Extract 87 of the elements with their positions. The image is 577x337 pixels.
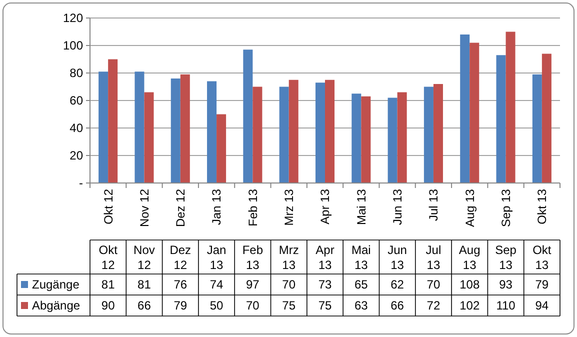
data-label: 110: [496, 298, 516, 313]
bar: [460, 34, 470, 183]
data-label: 63: [354, 298, 368, 313]
x-tick-label: Nov 12: [137, 188, 152, 228]
data-label: 102: [460, 298, 480, 313]
y-tick-label: 60: [70, 94, 84, 108]
bar: [506, 32, 516, 183]
data-label: 94: [535, 298, 549, 313]
category-label: Dez 12: [170, 243, 192, 272]
bar: [470, 42, 480, 183]
bar: [496, 55, 506, 183]
bar: [108, 59, 118, 183]
y-tick-label: 20: [70, 148, 84, 163]
category-label: Sep 13: [495, 243, 516, 272]
data-label: 70: [426, 278, 440, 292]
data-label: 79: [174, 298, 188, 313]
x-tick-label: Mrz 13: [282, 188, 296, 226]
y-tick-label: 120: [62, 11, 84, 26]
category-label: Mai 13: [351, 243, 371, 272]
y-tick-label: 80: [70, 66, 84, 80]
x-tick-label: Mai 13: [354, 188, 368, 226]
x-tick-label: Okt 12: [101, 188, 116, 224]
data-label: 81: [138, 278, 152, 292]
data-label: 72: [426, 298, 440, 313]
data-label: 70: [246, 298, 260, 313]
legend-label: Abgänge: [32, 298, 80, 313]
bar: [170, 78, 180, 183]
category-label: Okt 13: [532, 243, 552, 272]
category-label: Feb 13: [242, 243, 264, 272]
data-label: 70: [282, 278, 296, 292]
data-label: 65: [354, 278, 368, 292]
data-label: 62: [390, 278, 404, 292]
data-label: 66: [138, 298, 152, 313]
bar: [397, 92, 407, 183]
x-tick-label: Dez 12: [174, 188, 188, 228]
x-tick-label: Aug 13: [462, 188, 477, 228]
bar: [424, 86, 434, 183]
bar: [542, 54, 552, 183]
data-label: 75: [318, 298, 332, 313]
category-label: Okt 12: [98, 243, 118, 272]
x-tick-label: Apr 13: [318, 188, 332, 224]
data-label: 66: [390, 298, 404, 313]
y-tick-label: 40: [70, 121, 84, 136]
bar: [98, 72, 108, 183]
x-tick-label: Feb 13: [246, 188, 260, 226]
bar: [207, 81, 217, 183]
y-tick-label: 100: [62, 38, 84, 53]
bar: [243, 50, 253, 183]
data-label: 50: [210, 298, 224, 313]
bar: [216, 114, 226, 183]
bar: [352, 94, 362, 183]
data-label: 76: [174, 278, 188, 292]
x-tick-label: Okt 13: [535, 188, 550, 224]
data-label: 73: [318, 278, 332, 292]
category-label: Jul 13: [426, 243, 442, 272]
bar: [388, 98, 398, 183]
category-label: Mrz 13: [278, 243, 299, 272]
bar: [134, 72, 144, 183]
bar: [288, 80, 298, 183]
bar: [252, 86, 262, 183]
category-label: Aug 13: [458, 243, 480, 272]
bar: [361, 96, 371, 183]
category-label: Jun 13: [388, 243, 407, 272]
bar: [325, 80, 335, 183]
bar: [433, 84, 443, 183]
x-tick-label: Sep 13: [498, 188, 513, 228]
y-tick-label: -: [79, 176, 83, 190]
category-label: Jan 13: [206, 243, 226, 272]
bar: [532, 74, 542, 183]
data-label: 93: [499, 278, 513, 292]
x-tick-label: Jun 13: [390, 188, 405, 226]
legend-label: Zugänge: [32, 278, 80, 292]
data-label: 81: [101, 278, 116, 292]
data-label: 74: [210, 278, 224, 292]
data-label: 97: [246, 278, 260, 292]
bar: [144, 92, 154, 183]
data-label: 108: [460, 278, 480, 292]
data-label: 90: [101, 298, 116, 313]
data-label: 79: [535, 278, 549, 292]
category-label: Nov 12: [134, 243, 155, 272]
bar: [180, 74, 190, 183]
bar: [279, 86, 289, 183]
bar: [315, 82, 325, 183]
x-tick-label: Jul 13: [426, 188, 441, 222]
x-tick-label: Jan 13: [210, 188, 224, 226]
category-label: Apr 13: [316, 243, 334, 272]
data-label: 75: [282, 298, 296, 313]
